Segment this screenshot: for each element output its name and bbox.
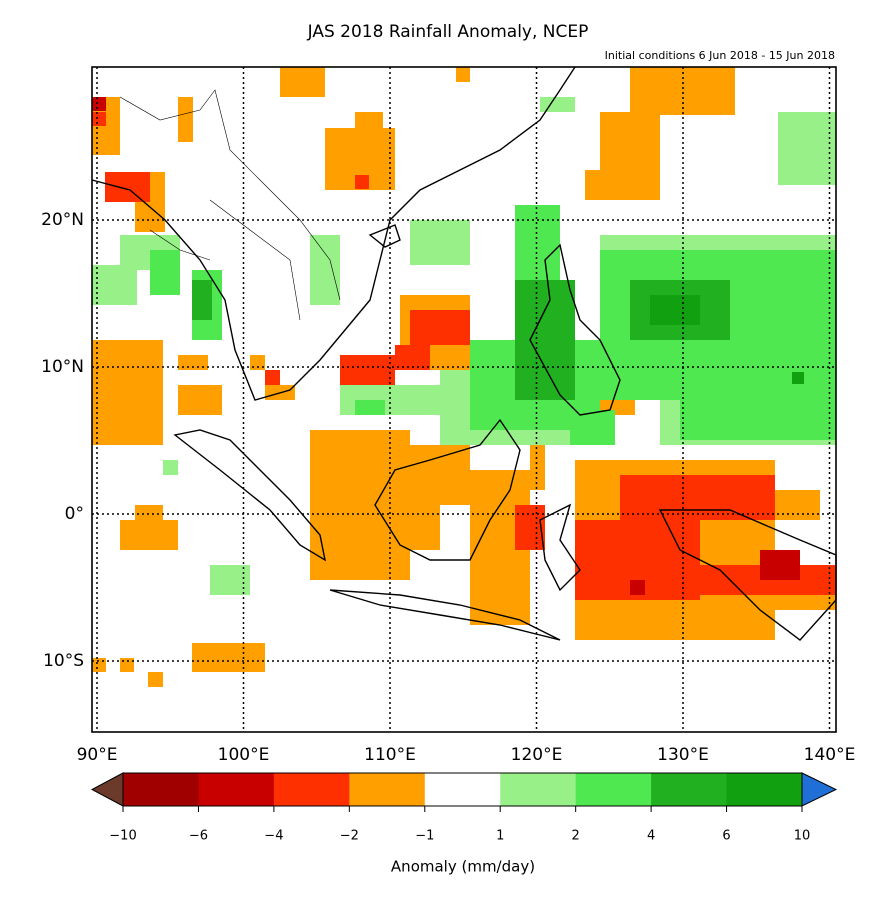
colorbar-tick-label: −1 [415,829,434,844]
lat-label: 0° [65,504,84,524]
colorbar-swatch [349,773,426,806]
colorbar-frame [122,772,803,807]
colorbar-tick-label: 6 [722,829,730,844]
lon-label: 90°E [77,745,118,765]
colorbar: −10 −6 −4 −2 −1 1 2 4 6 10 Anomaly (mm/day) [90,772,838,876]
lon-label: 100°E [218,745,270,765]
subtitle: Initial conditions 6 Jun 2018 - 15 Jun 2… [605,49,835,62]
colorbar-swatch [651,773,728,806]
colorbar-swatch [500,773,577,806]
lat-label: 10°N [41,357,84,377]
colorbar-tick-label: −2 [340,829,359,844]
colorbar-tick-label: 10 [794,829,811,844]
colorbar-swatch [575,773,652,806]
colorbar-swatch [123,773,199,806]
colorbar-under [90,772,124,807]
colorbar-swatch [424,773,501,806]
coastlines [91,66,837,641]
anomaly-field [92,67,836,687]
colorbar-tick-label: 4 [647,829,655,844]
lon-label: 130°E [657,745,709,765]
colorbar-tick-label: −10 [109,829,136,844]
lon-label: 110°E [364,745,416,765]
colorbar-over [801,772,838,807]
colorbar-swatch [273,773,350,806]
colorbar-tick-label: −4 [264,829,283,844]
colorbar-swatch [726,773,803,806]
colorbar-label: Anomaly (mm/day) [391,858,535,876]
map-frame [91,66,837,733]
colorbar-tick-label: 1 [496,829,504,844]
lon-label: 120°E [511,745,563,765]
lat-label: 20°N [41,210,84,230]
colorbar-swatch [198,773,275,806]
lon-label: 140°E [804,745,856,765]
graticule: 90°E 100°E 110°E 120°E 130°E 140°E 20°N 10°N 0° 1… [41,67,855,765]
colorbar-tick-label: −6 [189,829,208,844]
lat-label: 10°S [43,651,84,671]
title: JAS 2018 Rainfall Anomaly, NCEP [307,22,589,42]
colorbar-tick-label: 2 [572,829,580,844]
